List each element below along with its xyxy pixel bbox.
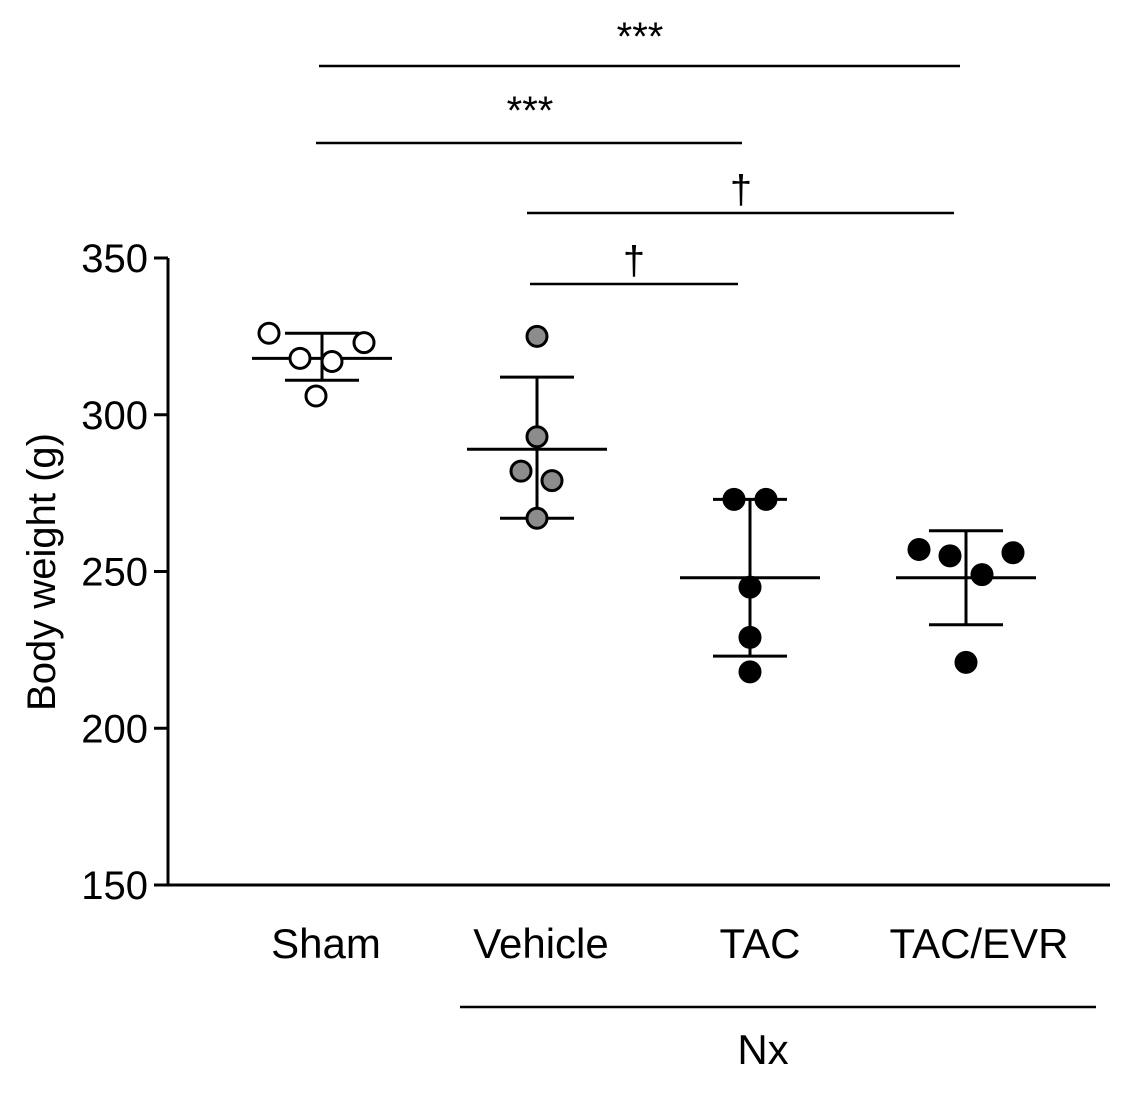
group-tac-evr: [896, 529, 1036, 674]
y-tick-label: 300: [81, 394, 148, 438]
data-point: [352, 331, 376, 355]
x-category-label: Vehicle: [473, 920, 608, 967]
significance-label: ***: [507, 89, 554, 133]
group-tac: [680, 487, 820, 684]
y-ticks: 150 200 250 300 350: [81, 237, 168, 908]
significance-brackets: *** *** † †: [316, 15, 960, 286]
data-point: [288, 346, 312, 370]
y-tick-label: 350: [81, 237, 148, 281]
x-category-label: Sham: [271, 920, 381, 967]
significance-label: ***: [617, 15, 664, 59]
data-point: [722, 487, 746, 511]
data-groups: [252, 321, 1036, 684]
data-point: [304, 384, 328, 408]
group-vehicle: [467, 324, 607, 530]
data-point: [540, 469, 564, 493]
y-tick-label: 250: [81, 551, 148, 595]
data-point: [525, 506, 549, 530]
data-point: [509, 459, 533, 483]
y-tick-label: 150: [81, 864, 148, 908]
y-axis-title: Body weight (g): [20, 433, 64, 711]
y-tick-label: 200: [81, 707, 148, 751]
data-point: [954, 650, 978, 674]
data-point: [257, 321, 281, 345]
data-point: [1001, 541, 1025, 565]
nx-bracket-label: Nx: [737, 1026, 788, 1073]
data-point: [907, 538, 931, 562]
data-point: [738, 625, 762, 649]
x-labels: Sham Vehicle TAC TAC/EVR Nx: [271, 920, 1096, 1073]
x-category-label: TAC/EVR: [890, 920, 1069, 967]
data-point: [738, 575, 762, 599]
data-point: [738, 660, 762, 684]
data-point: [525, 324, 549, 348]
group-sham: [252, 321, 392, 408]
data-point: [970, 563, 994, 587]
data-point: [938, 544, 962, 568]
significance-label: †: [623, 239, 645, 283]
x-category-label: TAC: [720, 920, 801, 967]
significance-label: †: [730, 168, 752, 212]
data-point: [320, 349, 344, 373]
data-point: [525, 425, 549, 449]
data-point: [754, 487, 778, 511]
